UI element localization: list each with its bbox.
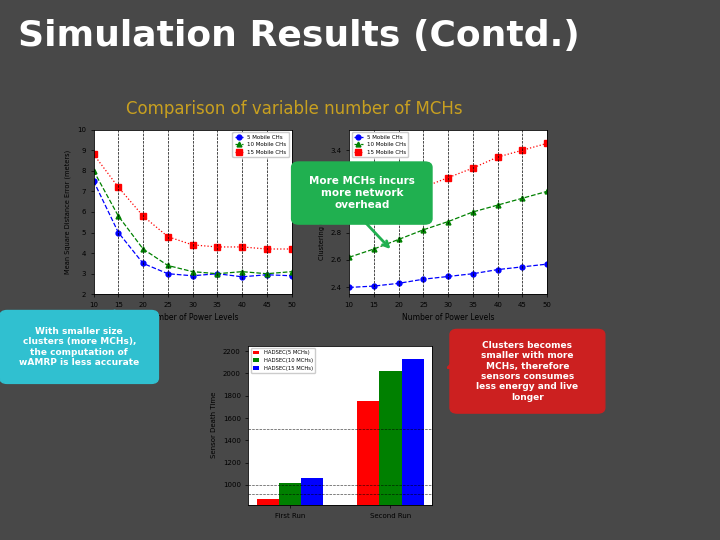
5 Mobile CHs bbox=[139, 260, 148, 267]
15 Mobile CHs bbox=[189, 241, 197, 248]
5 Mobile CHs bbox=[89, 178, 98, 184]
Y-axis label: Mean Square Distance Error (meters): Mean Square Distance Error (meters) bbox=[65, 150, 71, 274]
10 Mobile CHs bbox=[444, 218, 453, 225]
10 Mobile CHs bbox=[189, 268, 197, 275]
Bar bbox=[279, 483, 301, 540]
Bar bbox=[357, 401, 379, 540]
10 Mobile CHs bbox=[518, 195, 527, 201]
10 Mobile CHs bbox=[213, 271, 222, 277]
10 Mobile CHs bbox=[238, 268, 246, 275]
X-axis label: Number of Power Levels: Number of Power Levels bbox=[146, 314, 239, 322]
5 Mobile CHs bbox=[518, 264, 527, 270]
Legend: HADSEC(5 MCHs), HADSEC(10 MCHs), HADSEC(15 MCHs): HADSEC(5 MCHs), HADSEC(10 MCHs), HADSEC(… bbox=[251, 348, 315, 373]
15 Mobile CHs bbox=[345, 208, 354, 215]
Text: More MCHs incurs
more network
overhead: More MCHs incurs more network overhead bbox=[309, 177, 415, 210]
5 Mobile CHs bbox=[287, 273, 296, 279]
Line: 15 Mobile CHs: 15 Mobile CHs bbox=[346, 140, 550, 215]
Text: With smaller size
clusters (more MCHs),
the computation of
wAMRP is less accurat: With smaller size clusters (more MCHs), … bbox=[19, 327, 140, 367]
Text: Comparison of variable number of MCHs: Comparison of variable number of MCHs bbox=[126, 100, 463, 118]
10 Mobile CHs bbox=[287, 268, 296, 275]
Line: 15 Mobile CHs: 15 Mobile CHs bbox=[91, 152, 294, 252]
15 Mobile CHs bbox=[493, 154, 502, 160]
10 Mobile CHs bbox=[114, 213, 122, 219]
Bar bbox=[257, 500, 279, 540]
5 Mobile CHs bbox=[163, 271, 172, 277]
10 Mobile CHs bbox=[139, 246, 148, 252]
5 Mobile CHs bbox=[263, 272, 271, 278]
5 Mobile CHs bbox=[114, 230, 122, 236]
15 Mobile CHs bbox=[287, 246, 296, 252]
10 Mobile CHs bbox=[163, 262, 172, 269]
15 Mobile CHs bbox=[419, 184, 428, 191]
Bar bbox=[402, 359, 423, 540]
Text: Simulation Results (Contd.): Simulation Results (Contd.) bbox=[18, 19, 580, 53]
15 Mobile CHs bbox=[469, 165, 477, 171]
15 Mobile CHs bbox=[395, 195, 403, 201]
15 Mobile CHs bbox=[263, 246, 271, 252]
Y-axis label: Sensor Death Time: Sensor Death Time bbox=[211, 392, 217, 458]
10 Mobile CHs bbox=[419, 227, 428, 233]
15 Mobile CHs bbox=[163, 233, 172, 240]
5 Mobile CHs bbox=[189, 273, 197, 279]
10 Mobile CHs bbox=[469, 208, 477, 215]
15 Mobile CHs bbox=[139, 213, 148, 219]
X-axis label: Number of Power Levels: Number of Power Levels bbox=[402, 314, 495, 322]
5 Mobile CHs bbox=[213, 271, 222, 277]
Line: 10 Mobile CHs: 10 Mobile CHs bbox=[91, 168, 294, 276]
Line: 10 Mobile CHs: 10 Mobile CHs bbox=[347, 189, 549, 260]
5 Mobile CHs bbox=[493, 266, 502, 273]
10 Mobile CHs bbox=[395, 236, 403, 242]
10 Mobile CHs bbox=[543, 188, 552, 194]
15 Mobile CHs bbox=[238, 244, 246, 250]
Legend: 5 Mobile CHs, 10 Mobile CHs, 15 Mobile CHs: 5 Mobile CHs, 10 Mobile CHs, 15 Mobile C… bbox=[352, 132, 408, 157]
15 Mobile CHs bbox=[518, 147, 527, 153]
Bar bbox=[301, 478, 323, 540]
Text: Clusters becomes
smaller with more
MCHs, therefore
sensors consumes
less energy : Clusters becomes smaller with more MCHs,… bbox=[477, 341, 578, 402]
Y-axis label: Clustering Overhead (Joules): Clustering Overhead (Joules) bbox=[318, 164, 325, 260]
10 Mobile CHs bbox=[89, 167, 98, 174]
Legend: 5 Mobile CHs, 10 Mobile CHs, 15 Mobile CHs: 5 Mobile CHs, 10 Mobile CHs, 15 Mobile C… bbox=[233, 132, 289, 157]
5 Mobile CHs bbox=[395, 280, 403, 287]
15 Mobile CHs bbox=[369, 202, 378, 208]
5 Mobile CHs bbox=[469, 271, 477, 277]
10 Mobile CHs bbox=[369, 246, 378, 252]
10 Mobile CHs bbox=[263, 271, 271, 277]
10 Mobile CHs bbox=[345, 254, 354, 260]
5 Mobile CHs bbox=[238, 274, 246, 280]
10 Mobile CHs bbox=[493, 202, 502, 208]
15 Mobile CHs bbox=[213, 244, 222, 250]
Line: 5 Mobile CHs: 5 Mobile CHs bbox=[91, 179, 294, 279]
5 Mobile CHs bbox=[444, 273, 453, 280]
5 Mobile CHs bbox=[369, 283, 378, 289]
5 Mobile CHs bbox=[543, 261, 552, 267]
5 Mobile CHs bbox=[345, 284, 354, 291]
15 Mobile CHs bbox=[543, 140, 552, 146]
Bar bbox=[379, 371, 402, 540]
15 Mobile CHs bbox=[114, 184, 122, 191]
Line: 5 Mobile CHs: 5 Mobile CHs bbox=[347, 262, 549, 290]
15 Mobile CHs bbox=[89, 151, 98, 158]
5 Mobile CHs bbox=[419, 276, 428, 282]
15 Mobile CHs bbox=[444, 174, 453, 181]
